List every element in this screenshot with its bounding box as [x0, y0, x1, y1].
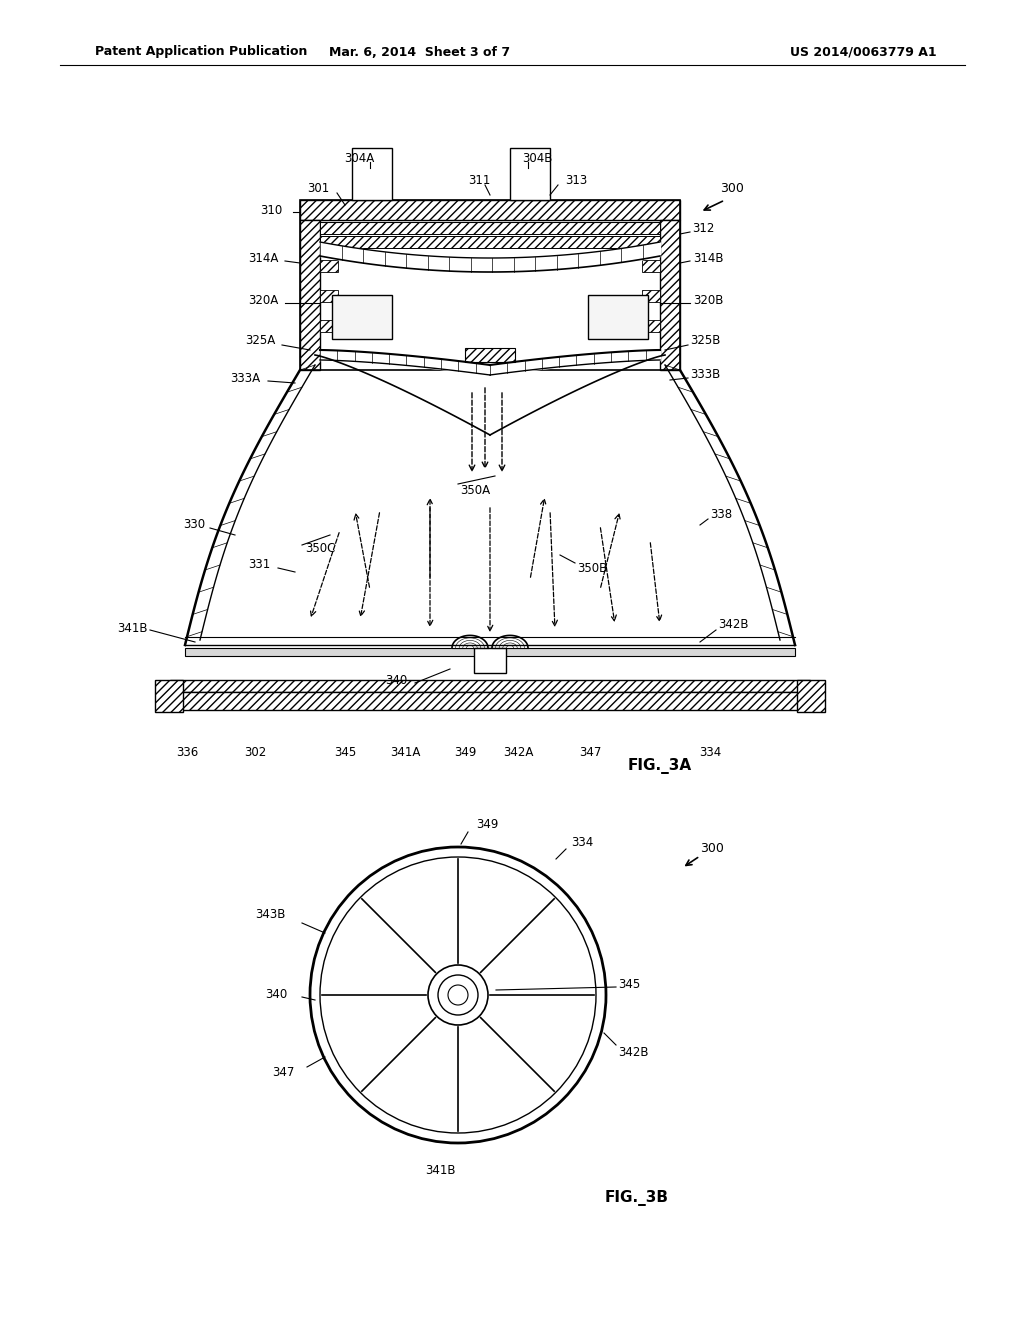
Text: 345: 345	[618, 978, 640, 991]
Text: Mar. 6, 2014  Sheet 3 of 7: Mar. 6, 2014 Sheet 3 of 7	[330, 45, 511, 58]
Text: 349: 349	[476, 818, 499, 832]
Text: 350A: 350A	[460, 483, 490, 496]
Bar	[642, 260, 660, 272]
Text: 340: 340	[385, 673, 408, 686]
Circle shape	[449, 985, 468, 1005]
Text: 338: 338	[710, 508, 732, 521]
Text: 325B: 325B	[690, 334, 720, 346]
Text: 331: 331	[248, 558, 270, 572]
Text: 342A: 342A	[503, 746, 534, 759]
Text: 341B: 341B	[425, 1164, 456, 1177]
Text: 301: 301	[307, 181, 330, 194]
Bar	[642, 290, 660, 302]
Bar	[185, 648, 795, 656]
Bar	[300, 220, 319, 370]
Text: 342B: 342B	[718, 619, 749, 631]
Bar	[300, 201, 680, 370]
Text: 350B: 350B	[577, 561, 607, 574]
Text: 330: 330	[183, 519, 205, 532]
Bar	[319, 290, 338, 302]
Text: 345: 345	[334, 746, 356, 759]
Bar	[170, 680, 810, 692]
Text: 312: 312	[692, 222, 715, 235]
Bar	[588, 294, 648, 339]
Bar	[797, 680, 825, 711]
Text: 300: 300	[720, 181, 743, 194]
Bar	[474, 648, 506, 673]
Text: 313: 313	[565, 173, 587, 186]
Polygon shape	[452, 635, 488, 648]
Text: 340: 340	[265, 989, 288, 1002]
Text: 310: 310	[260, 203, 283, 216]
Text: 343B: 343B	[255, 908, 286, 921]
Text: 320A: 320A	[248, 293, 279, 306]
Bar	[465, 348, 515, 362]
Text: 300: 300	[700, 842, 724, 854]
Bar	[319, 260, 338, 272]
Text: FIG._3B: FIG._3B	[605, 1191, 669, 1206]
Text: 341B: 341B	[118, 622, 148, 635]
Text: 333B: 333B	[690, 368, 720, 381]
Text: 342B: 342B	[618, 1047, 648, 1060]
Bar	[332, 294, 392, 339]
Text: 350C: 350C	[305, 541, 336, 554]
Bar	[319, 236, 660, 248]
Bar	[300, 201, 680, 220]
Text: 325A: 325A	[245, 334, 275, 346]
Text: 347: 347	[272, 1067, 294, 1080]
Text: 314B: 314B	[693, 252, 724, 264]
Circle shape	[428, 965, 488, 1026]
Text: 304B: 304B	[522, 152, 552, 165]
Text: 304A: 304A	[344, 152, 374, 165]
Bar	[319, 222, 660, 234]
Bar	[510, 148, 550, 201]
Text: 333A: 333A	[230, 371, 260, 384]
Circle shape	[438, 975, 478, 1015]
Bar	[660, 220, 680, 370]
Text: 334: 334	[698, 746, 721, 759]
Text: 334: 334	[571, 836, 593, 849]
Text: 336: 336	[176, 746, 198, 759]
Text: FIG._3A: FIG._3A	[628, 758, 692, 774]
Text: 314A: 314A	[248, 252, 279, 264]
Bar	[352, 148, 392, 201]
Bar	[319, 319, 338, 333]
Text: 349: 349	[454, 746, 476, 759]
Polygon shape	[492, 635, 528, 648]
Text: US 2014/0063779 A1: US 2014/0063779 A1	[790, 45, 937, 58]
Bar	[642, 319, 660, 333]
Text: Patent Application Publication: Patent Application Publication	[95, 45, 307, 58]
Text: 311: 311	[468, 173, 490, 186]
Text: 341A: 341A	[390, 746, 420, 759]
Bar	[155, 680, 183, 711]
Text: 302: 302	[244, 746, 266, 759]
Text: 320B: 320B	[693, 293, 723, 306]
Text: 347: 347	[579, 746, 601, 759]
Bar	[165, 692, 815, 710]
